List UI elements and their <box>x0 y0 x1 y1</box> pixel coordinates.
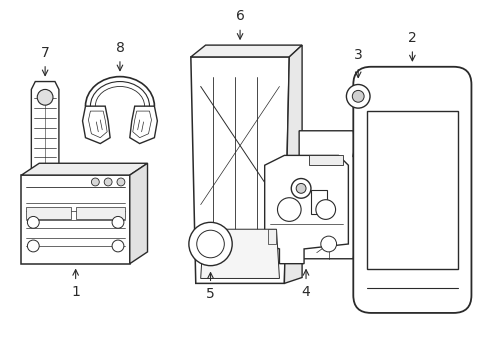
Polygon shape <box>21 163 147 175</box>
Text: 6: 6 <box>235 9 244 23</box>
Circle shape <box>291 179 310 198</box>
Polygon shape <box>190 45 302 57</box>
Bar <box>366 111 457 269</box>
Text: 2: 2 <box>407 31 416 45</box>
Polygon shape <box>82 106 110 144</box>
Polygon shape <box>308 156 343 165</box>
Polygon shape <box>310 190 326 215</box>
Text: 5: 5 <box>206 287 214 301</box>
Circle shape <box>196 230 224 258</box>
Circle shape <box>104 178 112 186</box>
Polygon shape <box>31 82 59 175</box>
Polygon shape <box>190 57 289 283</box>
Circle shape <box>351 90 364 102</box>
Polygon shape <box>284 45 302 283</box>
Text: 1: 1 <box>71 285 80 300</box>
Circle shape <box>112 240 123 252</box>
Polygon shape <box>26 207 71 219</box>
Text: 4: 4 <box>301 285 310 300</box>
Circle shape <box>27 240 39 252</box>
Polygon shape <box>132 111 151 138</box>
Circle shape <box>112 216 123 228</box>
Polygon shape <box>21 175 129 264</box>
Text: 7: 7 <box>41 46 49 60</box>
Circle shape <box>296 184 305 193</box>
Circle shape <box>117 178 124 186</box>
Circle shape <box>315 200 335 219</box>
Circle shape <box>27 216 39 228</box>
Circle shape <box>320 236 336 252</box>
Polygon shape <box>88 111 107 138</box>
Polygon shape <box>129 106 157 144</box>
Circle shape <box>91 178 99 186</box>
Circle shape <box>188 222 232 266</box>
Polygon shape <box>200 229 279 278</box>
Polygon shape <box>299 131 361 259</box>
Polygon shape <box>264 156 347 264</box>
Text: 3: 3 <box>353 48 362 62</box>
Circle shape <box>37 89 53 105</box>
FancyBboxPatch shape <box>352 67 470 313</box>
Circle shape <box>346 85 369 108</box>
Polygon shape <box>129 163 147 264</box>
Polygon shape <box>267 229 276 244</box>
Polygon shape <box>76 207 124 219</box>
Circle shape <box>277 198 301 221</box>
Text: 8: 8 <box>115 41 124 55</box>
